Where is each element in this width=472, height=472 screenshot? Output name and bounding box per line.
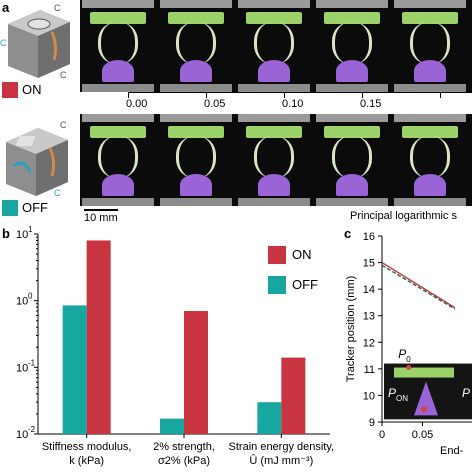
y-tick-label: 9 (369, 417, 375, 429)
cad-label-cs3: C (54, 188, 61, 198)
chart-c: 9 10 11 12 13 14 15 16 0 0.05 Tracker position (mm… (345, 231, 472, 457)
frame-on-2 (158, 0, 234, 92)
category-label: Strain energy density, (229, 441, 335, 453)
category-unit-label: k (kPa) (69, 455, 104, 467)
bar-off (160, 418, 184, 434)
strain-axis-title: Principal logarithmic s (350, 210, 457, 222)
frame-off-3 (236, 114, 312, 206)
y-tick-label: 13 (363, 311, 375, 323)
on-label: ON (22, 82, 42, 97)
category-unit-label: σ2% (kPa) (158, 455, 210, 467)
bar-off (62, 305, 87, 434)
frame-off-4 (314, 114, 390, 206)
strain-tick-label: 0.15 (360, 98, 382, 110)
label-p: P (462, 386, 470, 400)
panel-a-label: a (2, 0, 10, 15)
y-tick-exponent: -1 (28, 358, 36, 367)
bar-off (257, 402, 282, 434)
bar-on (86, 240, 111, 434)
y-tick-exponent: -2 (28, 425, 36, 434)
scale-bar (84, 209, 118, 211)
y-tick-label: 10 (16, 296, 28, 308)
frame-on-3 (236, 0, 312, 92)
y-tick-exponent: 1 (28, 226, 33, 234)
frame-on-1 (80, 0, 156, 92)
on-swatch (2, 82, 18, 98)
frame-off-5 (392, 114, 468, 206)
cad-label-cs1: C (0, 38, 7, 48)
series-line (381, 261, 456, 309)
scale-bar-label: 10 mm (84, 212, 118, 224)
category-label: 2% strength, (153, 441, 215, 453)
cad-label-cp3: C (60, 120, 67, 130)
x-tick-label: 0 (379, 429, 385, 441)
label-p0-sub: 0 (406, 355, 411, 364)
strain-tick-label: 0.00 (126, 98, 148, 110)
legend-on-label: ON (292, 247, 312, 262)
bar-on (184, 310, 208, 434)
series-line (381, 264, 456, 310)
y-tick-label: 11 (364, 364, 375, 376)
x-axis-label: End- (440, 445, 464, 457)
inset-purple-cone (414, 381, 438, 416)
strain-tick-label: 0.10 (282, 98, 304, 110)
frame-off-2 (158, 114, 234, 206)
legend-off-label: OFF (292, 277, 318, 292)
cad-model-off-illustration: C C (6, 120, 68, 198)
y-tick-label: 10 (16, 229, 28, 241)
cad-label-cp2: C (60, 70, 67, 80)
experiment-strip-on (80, 0, 472, 92)
y-tick-exponent: 0 (28, 292, 33, 301)
frame-off-1 (80, 114, 156, 206)
label-pon-sub: ON (396, 394, 408, 403)
y-tick-label: 15 (363, 258, 375, 270)
tracker-point-p0 (406, 365, 412, 371)
inset-green-plate (394, 367, 454, 378)
y-tick-label: 12 (363, 337, 375, 349)
strain-axis: 0.00 0.05 0.10 0.15 (126, 92, 472, 112)
y-tick-label: 10 (363, 390, 375, 402)
y-axis-label: Tracker position (mm) (345, 276, 357, 383)
strain-tick-label: 0.05 (204, 98, 226, 110)
y-tick-label: 16 (363, 231, 375, 243)
off-swatch (2, 200, 18, 216)
panel-b-label: b (2, 226, 10, 241)
cad-model-on-illustration: C C C (0, 3, 70, 80)
off-label: OFF (22, 200, 48, 215)
category-label: Stiffness modulus, (42, 441, 132, 453)
frame-on-5 (392, 0, 468, 92)
label-pon: P (388, 386, 396, 400)
label-p0: P (398, 347, 406, 361)
experiment-strip-off (80, 114, 472, 206)
y-tick-label: 14 (363, 284, 375, 296)
y-tick-label: 10 (16, 429, 28, 441)
category-unit-label: Û (mJ mm⁻³) (249, 454, 313, 467)
x-tick-label: 0.05 (412, 429, 433, 441)
frame-on-4 (314, 0, 390, 92)
inset-tracker-dot (421, 406, 427, 413)
panel-c-label: c (344, 226, 352, 241)
cad-label-cp1: C (54, 3, 61, 13)
legend-on-swatch (268, 246, 286, 264)
legend-off-swatch (268, 276, 286, 294)
y-tick-label: 10 (16, 362, 28, 374)
bar-on (281, 357, 306, 434)
